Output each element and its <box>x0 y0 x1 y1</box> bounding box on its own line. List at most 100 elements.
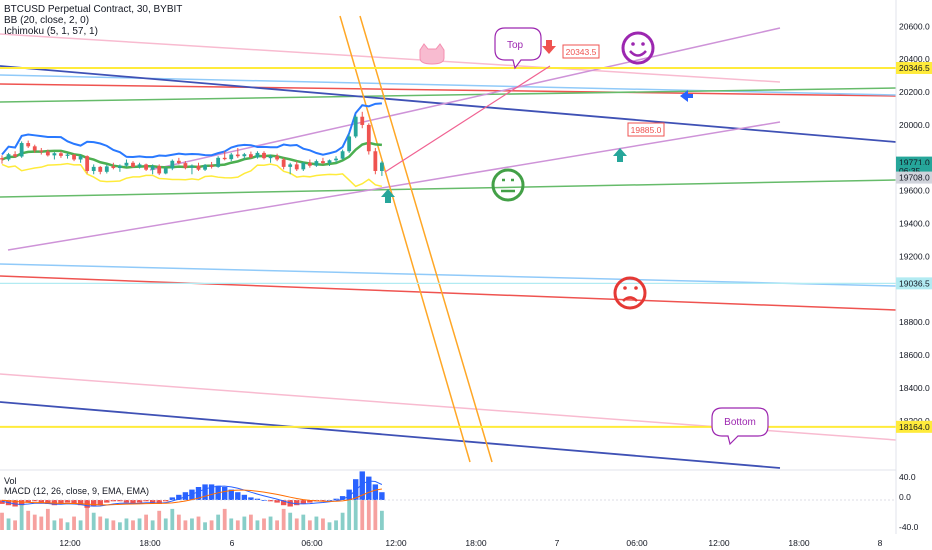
happy-face-eye <box>631 42 635 46</box>
arrow-up-icon <box>613 148 627 162</box>
volume-bar <box>150 520 155 530</box>
candle <box>222 157 227 160</box>
candle <box>235 154 240 157</box>
macd-line <box>1 480 383 507</box>
volume-bar <box>360 491 365 530</box>
arrow-down-icon <box>542 40 556 54</box>
time-tick-label: 06:00 <box>301 538 323 548</box>
macd-tick-label: 0.0 <box>899 492 911 502</box>
volume-bar <box>85 501 90 530</box>
macd-histogram-bar <box>130 500 136 504</box>
volume-bar <box>157 510 162 530</box>
neutral-face-icon <box>491 168 525 202</box>
annotations: Top Bottom 20343.5 19885.0 <box>381 27 769 446</box>
symbol-title[interactable]: BTCUSD Perpetual Contract, 30, BYBIT <box>4 4 183 15</box>
candle <box>52 153 57 156</box>
macd-histogram-bar <box>176 494 182 500</box>
price-tick-label: 18800.0 <box>899 317 930 327</box>
trend-line-8 <box>0 401 781 469</box>
macd-histogram-bar <box>104 500 110 503</box>
macd-histogram-bar <box>222 487 228 500</box>
volume-bar <box>373 493 378 530</box>
candle <box>124 162 129 166</box>
macd-histogram-bar <box>97 500 103 506</box>
badge-19885 <box>627 122 665 137</box>
candle <box>229 154 234 160</box>
time-tick-label: 12:00 <box>385 538 407 548</box>
volume-bar <box>222 508 227 530</box>
volume-macd-pane <box>0 471 896 530</box>
price-badge-label: 19771.0 <box>899 158 930 168</box>
candle <box>314 161 319 166</box>
time-tick-label: 7 <box>555 538 560 548</box>
volume-bar <box>98 516 103 530</box>
volume-bar <box>183 520 188 530</box>
macd-histogram-bar <box>0 500 5 504</box>
arrow-up-icon <box>381 189 395 203</box>
candle <box>150 166 155 170</box>
price-tick-label: 19400.0 <box>899 219 930 229</box>
candle <box>334 158 338 161</box>
trend-line-12 <box>339 15 471 463</box>
volume-bar <box>118 522 122 530</box>
volume-indicator-label[interactable]: Vol <box>4 476 17 486</box>
macd-histogram-bar <box>149 500 156 503</box>
ichimoku-indicator-label[interactable]: Ichimoku (5, 1, 57, 1) <box>4 26 98 37</box>
time-tick-label: 12:00 <box>59 538 81 548</box>
bb-indicator-label[interactable]: BB (20, close, 2, 0) <box>4 15 90 26</box>
price-tick-label: 19600.0 <box>899 186 930 196</box>
macd-histogram-bar <box>294 500 300 506</box>
candle <box>6 154 11 160</box>
volume-bar <box>91 512 96 530</box>
macd-tick-label: -40.0 <box>899 522 919 532</box>
macd-histogram-bar <box>274 500 280 503</box>
macd-histogram-bar <box>267 500 274 502</box>
candle <box>59 153 63 156</box>
price-tick-label: 19200.0 <box>899 251 930 261</box>
macd-histogram-bar <box>320 500 326 502</box>
trend-line-5 <box>0 263 897 287</box>
volume-bar <box>6 518 11 530</box>
trend-line-3 <box>0 87 897 103</box>
candle <box>78 156 83 160</box>
volume-bar <box>0 512 4 530</box>
candle <box>321 161 325 164</box>
volume-bar <box>288 512 293 530</box>
happy-face-icon <box>621 31 655 65</box>
bottom-bubble <box>711 407 769 446</box>
candle <box>183 163 188 168</box>
price-badge-label: 18164.0 <box>899 422 930 432</box>
volume-bar <box>59 518 63 530</box>
macd-indicator-label[interactable]: MACD (12, 26, close, 9, EMA, EMA) <box>4 486 150 496</box>
signal-line <box>1 488 382 506</box>
candle <box>26 143 31 147</box>
volume-bar <box>235 520 240 530</box>
candle <box>19 143 24 157</box>
volume-bar <box>170 508 175 530</box>
candle <box>196 165 201 170</box>
macd-tick-label: 40.0 <box>899 472 916 482</box>
price-tick-label: 18400.0 <box>899 383 930 393</box>
macd-histogram-bar <box>143 500 149 502</box>
price-badge <box>896 171 932 184</box>
volume-bar <box>249 514 253 530</box>
candle <box>190 165 194 168</box>
macd-histogram-bar <box>91 500 97 507</box>
trend-line-0 <box>0 33 781 83</box>
volume-bar <box>275 520 279 530</box>
volume-bar <box>203 522 207 530</box>
macd-histogram-bar <box>195 487 202 500</box>
volume-bar <box>32 514 37 530</box>
top-bubble <box>494 27 542 70</box>
volume-bar <box>124 518 129 530</box>
candle <box>366 124 371 152</box>
sad-face-eye <box>623 286 627 290</box>
candle <box>353 116 358 137</box>
bottom-label: Bottom <box>724 417 756 428</box>
candle <box>281 159 286 167</box>
sad-face-eye <box>634 286 638 290</box>
candle <box>111 166 116 169</box>
volume-bar <box>314 516 319 530</box>
volume-bar <box>353 482 358 530</box>
